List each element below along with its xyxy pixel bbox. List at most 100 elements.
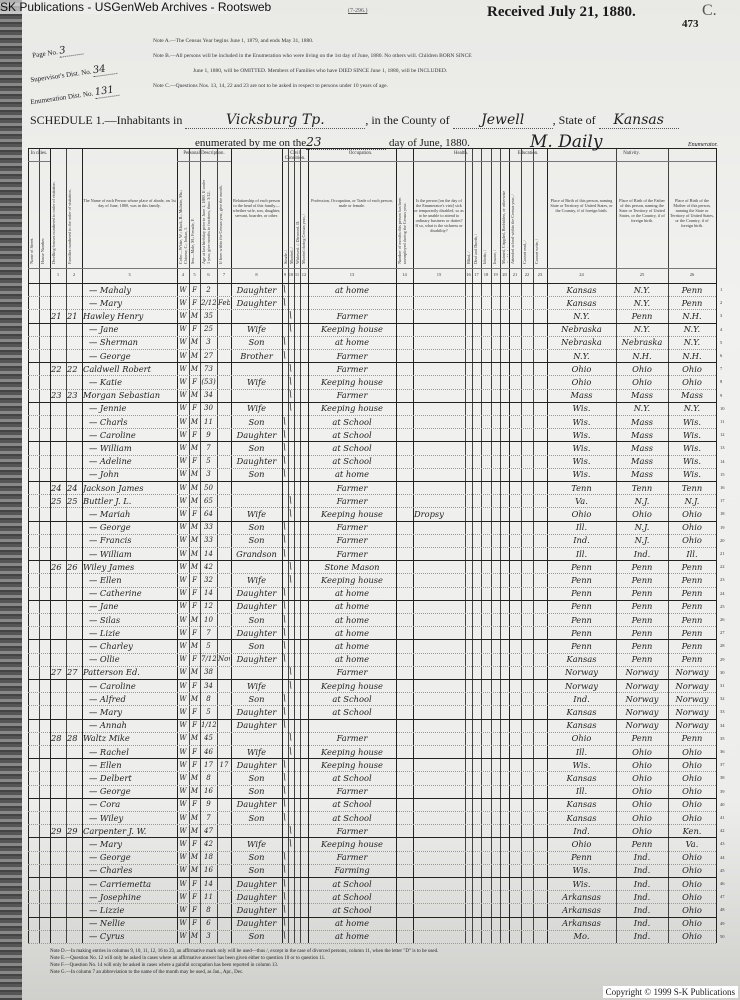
copyright-notice: Copyright © 1999 S-K Publications bbox=[602, 986, 738, 998]
group-header-rule bbox=[28, 161, 50, 162]
column-divider bbox=[509, 148, 510, 943]
cell-color: W bbox=[179, 377, 187, 386]
cell-mother: Wis. bbox=[683, 442, 701, 453]
column-divider bbox=[217, 148, 218, 943]
cell-mother: Norway bbox=[675, 667, 709, 678]
note-a: Note A.—The Census Year begins June 1, 1… bbox=[153, 38, 314, 44]
marital-mark: \ bbox=[289, 574, 293, 585]
column-number: 2 bbox=[72, 272, 76, 277]
cell-birth: Ohio bbox=[571, 376, 592, 387]
cell-age: 3 bbox=[206, 338, 211, 347]
line-number: 12 bbox=[720, 432, 725, 438]
cell-name: — Cyrus bbox=[89, 931, 125, 942]
cell-occupation: at School bbox=[332, 706, 372, 717]
cell-color: W bbox=[179, 760, 187, 769]
cell-relation: Son bbox=[248, 693, 265, 704]
line-number: 1 bbox=[720, 287, 723, 292]
cell-sex: F bbox=[192, 760, 197, 769]
column-number: 19 bbox=[493, 272, 498, 277]
column-header: Age at last birthday prior to June 1, 18… bbox=[201, 179, 211, 264]
column-divider bbox=[308, 148, 309, 943]
row-rule bbox=[28, 943, 716, 944]
cell-relation: Wife bbox=[246, 324, 267, 335]
cell-father: Penn bbox=[631, 561, 653, 572]
cell-father: Penn bbox=[631, 601, 653, 612]
column-divider bbox=[66, 148, 67, 943]
column-number: 15 bbox=[436, 272, 442, 277]
cell-age: 3 bbox=[206, 932, 211, 941]
cell-occupation: Farmer bbox=[336, 733, 368, 744]
cell-birth: Penn bbox=[571, 601, 592, 612]
cell-month: Nov bbox=[218, 655, 230, 664]
cell-name: — Jane bbox=[89, 324, 119, 335]
cell-name: — Mahaly bbox=[89, 284, 132, 295]
cell-relation: Brother bbox=[240, 350, 273, 361]
cell-occupation: Farmer bbox=[336, 535, 368, 546]
column-divider bbox=[547, 148, 548, 943]
cell-birth: Kansas bbox=[566, 799, 597, 810]
cell-age: 35 bbox=[204, 311, 213, 320]
marital-mark: \ bbox=[289, 363, 293, 374]
column-divider bbox=[533, 148, 534, 943]
cell-color: W bbox=[179, 866, 187, 875]
cell-sex: F bbox=[192, 377, 197, 386]
cell-father: Ind. bbox=[633, 931, 651, 942]
stamped-page-number: 473 bbox=[682, 18, 699, 30]
cell-name: — Caroline bbox=[89, 429, 136, 440]
cell-birth: Wis. bbox=[572, 416, 591, 427]
cell-occupation: at home bbox=[334, 640, 370, 651]
cell-color: W bbox=[179, 905, 187, 914]
cell-sex: F bbox=[192, 457, 197, 466]
cell-name: — Jane bbox=[89, 601, 119, 612]
group-header-civil: Civil Condition. bbox=[284, 151, 306, 161]
cell-mother: Ohio bbox=[682, 508, 702, 519]
row-rule bbox=[28, 705, 716, 707]
cell-birth: Penn bbox=[571, 561, 592, 572]
cell-father: Mass bbox=[631, 390, 653, 401]
cell-name: Wiley James bbox=[83, 561, 135, 572]
line-number: 44 bbox=[720, 854, 725, 860]
column-number: 7 bbox=[222, 272, 226, 277]
cell-sex: M bbox=[190, 351, 199, 360]
cell-father: Penn bbox=[631, 838, 653, 849]
line-number: 45 bbox=[720, 867, 725, 873]
cell-occupation: at School bbox=[332, 429, 372, 440]
cell-sex: M bbox=[190, 417, 199, 426]
cell-father: Ind. bbox=[633, 918, 651, 929]
county-label: , in the County of bbox=[365, 113, 450, 127]
note-e: Note E.—Question No. 12 will only be ask… bbox=[50, 956, 326, 961]
cell-color: W bbox=[179, 892, 187, 901]
cell-dwelling: 24 bbox=[51, 482, 62, 493]
marital-mark: \ bbox=[289, 376, 293, 387]
cell-sex: F bbox=[192, 404, 197, 413]
cell-sex: M bbox=[190, 853, 199, 862]
line-number: 40 bbox=[720, 801, 725, 807]
cell-name: Waltz Mike bbox=[83, 733, 130, 744]
line-number: 42 bbox=[720, 828, 725, 834]
line-number: 47 bbox=[720, 894, 725, 900]
cell-color: W bbox=[179, 826, 187, 835]
cell-name: — Mary bbox=[89, 706, 123, 717]
column-number: 23 bbox=[537, 272, 543, 277]
cell-mother: Ohio bbox=[682, 812, 702, 823]
cell-sex: M bbox=[190, 470, 199, 479]
cell-mother: Ohio bbox=[682, 878, 702, 889]
cell-sex: F bbox=[192, 905, 197, 914]
cell-age: 25 bbox=[204, 325, 213, 334]
group-header-rule bbox=[308, 161, 413, 162]
cell-father: Ohio bbox=[632, 786, 652, 797]
cell-father: Tenn bbox=[631, 482, 653, 493]
marital-mark: \ bbox=[289, 403, 293, 414]
cell-father: Ind. bbox=[633, 904, 651, 915]
cell-father: N.H. bbox=[632, 350, 652, 361]
cell-sex: F bbox=[192, 707, 197, 716]
cell-color: W bbox=[179, 655, 187, 664]
column-divider bbox=[521, 148, 522, 943]
marital-mark: \ bbox=[283, 654, 287, 665]
cell-relation: Daughter bbox=[236, 799, 277, 810]
cell-name: — William bbox=[89, 548, 132, 559]
group-header-occupation: Occupation. bbox=[348, 151, 373, 156]
cell-age: 42 bbox=[204, 562, 213, 571]
cell-father: Penn bbox=[631, 640, 653, 651]
cell-name: Caldwell Robert bbox=[83, 363, 151, 374]
